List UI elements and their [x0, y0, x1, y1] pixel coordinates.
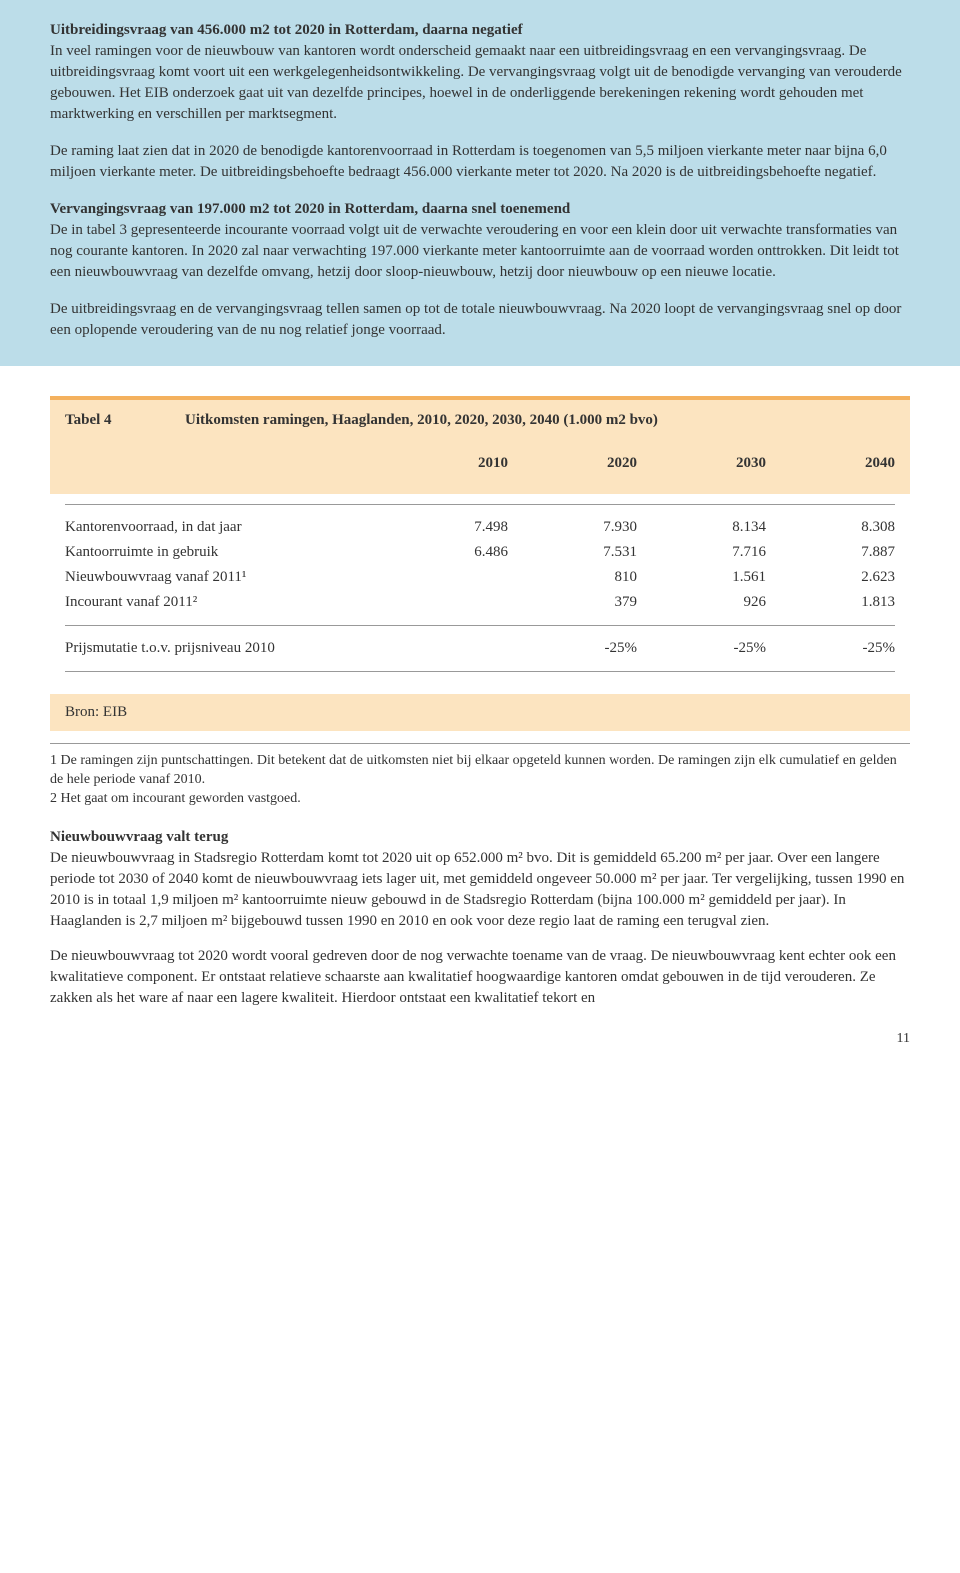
table-divider [65, 671, 895, 672]
cell: -25% [781, 636, 910, 661]
row-label: Nieuwbouwvraag vanaf 2011¹ [50, 565, 394, 590]
cell: 7.498 [394, 515, 523, 540]
table-number: Tabel 4 [65, 410, 185, 431]
highlight-paragraph: Uitbreidingsvraag van 456.000 m2 tot 202… [50, 20, 910, 125]
table-divider [65, 504, 895, 505]
cell: 7.887 [781, 540, 910, 565]
table-row: Incourant vanaf 2011² 379 926 1.813 [50, 590, 910, 615]
cell: 1.561 [652, 565, 781, 590]
highlight-heading-2: Vervangingsvraag van 197.000 m2 tot 2020… [50, 201, 570, 217]
highlight-text-4: De uitbreidingsvraag en de vervangingsvr… [50, 299, 910, 341]
table-footnotes: 1 De ramingen zijn puntschattingen. Dit … [50, 743, 910, 809]
cell: 810 [523, 565, 652, 590]
cell [394, 636, 523, 661]
cell: 379 [523, 590, 652, 615]
highlight-paragraph: Vervangingsvraag van 197.000 m2 tot 2020… [50, 199, 910, 283]
table-year-header: 2010 2020 2030 2040 [50, 441, 910, 494]
highlight-heading-1: Uitbreidingsvraag van 456.000 m2 tot 202… [50, 22, 523, 38]
table-row-price: Prijsmutatie t.o.v. prijsniveau 2010 -25… [50, 636, 910, 661]
body-p2: De nieuwbouwvraag tot 2020 wordt vooral … [50, 946, 910, 1009]
table-caption-row: Tabel 4 Uitkomsten ramingen, Haaglanden,… [50, 400, 910, 441]
cell: 7.716 [652, 540, 781, 565]
cell [394, 590, 523, 615]
row-label: Kantorenvoorraad, in dat jaar [50, 515, 394, 540]
table-year: 2030 [652, 441, 781, 494]
cell: 6.486 [394, 540, 523, 565]
highlight-text-1: In veel ramingen voor de nieuwbouw van k… [50, 43, 902, 122]
row-label: Prijsmutatie t.o.v. prijsniveau 2010 [50, 636, 394, 661]
cell: 8.308 [781, 515, 910, 540]
table-row: Kantoorruimte in gebruik 6.486 7.531 7.7… [50, 540, 910, 565]
section-heading: Nieuwbouwvraag valt terug [50, 829, 228, 845]
table-source: Bron: EIB [50, 694, 910, 731]
table-year: 2020 [523, 441, 652, 494]
table-empty-header [50, 441, 394, 494]
table-title: Uitkomsten ramingen, Haaglanden, 2010, 2… [185, 410, 658, 431]
table-row: Kantorenvoorraad, in dat jaar 7.498 7.93… [50, 515, 910, 540]
highlight-text-3: De in tabel 3 gepresenteerde incourante … [50, 222, 899, 280]
cell: 1.813 [781, 590, 910, 615]
table-year: 2040 [781, 441, 910, 494]
highlight-text-2: De raming laat zien dat in 2020 de benod… [50, 141, 910, 183]
cell: 7.930 [523, 515, 652, 540]
body-text: Nieuwbouwvraag valt terug De nieuwbouwvra… [50, 827, 910, 1009]
page-number: 11 [0, 1029, 960, 1049]
cell: -25% [652, 636, 781, 661]
table-row: Nieuwbouwvraag vanaf 2011¹ 810 1.561 2.6… [50, 565, 910, 590]
cell: 2.623 [781, 565, 910, 590]
cell: 8.134 [652, 515, 781, 540]
cell: 7.531 [523, 540, 652, 565]
footnote-2: 2 Het gaat om incourant geworden vastgoe… [50, 790, 910, 809]
row-label: Incourant vanaf 2011² [50, 590, 394, 615]
row-label: Kantoorruimte in gebruik [50, 540, 394, 565]
cell: 926 [652, 590, 781, 615]
table-divider [65, 625, 895, 626]
body-p1: De nieuwbouwvraag in Stadsregio Rotterda… [50, 850, 904, 929]
cell: -25% [523, 636, 652, 661]
data-table: 2010 2020 2030 2040 Kantorenvoorraad, in… [50, 441, 910, 682]
highlight-box: Uitbreidingsvraag van 456.000 m2 tot 202… [0, 0, 960, 366]
table-year: 2010 [394, 441, 523, 494]
cell [394, 565, 523, 590]
body-paragraph: Nieuwbouwvraag valt terug De nieuwbouwvra… [50, 827, 910, 932]
footnote-1: 1 De ramingen zijn puntschattingen. Dit … [50, 743, 910, 790]
